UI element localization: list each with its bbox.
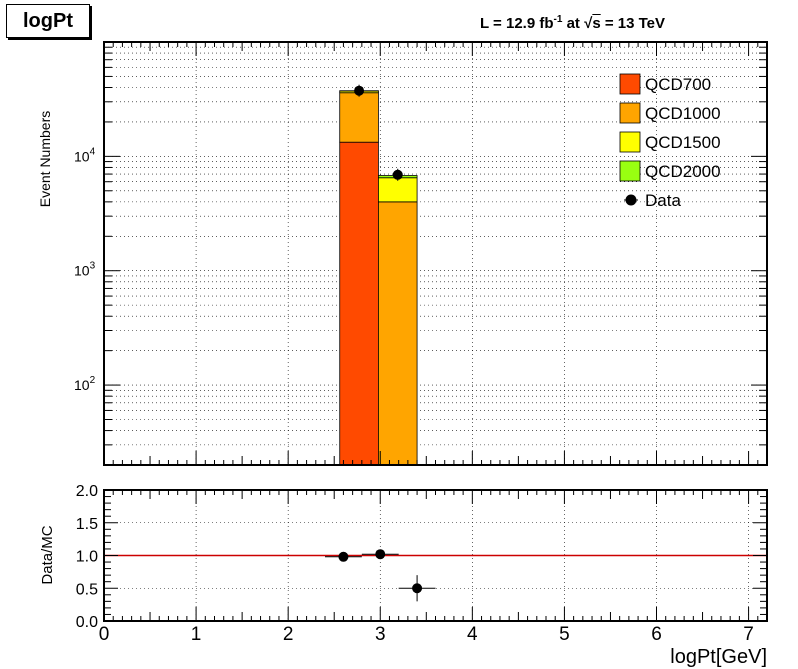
energy-label: = 13 TeV (600, 15, 666, 32)
legend-data-marker (625, 194, 637, 206)
lumi-exponent: -1 (553, 14, 563, 25)
main-y-tick-label: 103 (74, 261, 96, 279)
lumi-prefix: L = 12.9 fb (480, 15, 554, 32)
ratio-x-tick-label: 0 (99, 624, 110, 645)
legend-swatch-qcd2000 (619, 160, 641, 182)
legend-swatch-qcd700 (619, 73, 641, 95)
lumi-mid: at (562, 15, 585, 32)
ratio-x-tick-label: 1 (191, 624, 202, 645)
x-axis-label: logPt[GeV] (670, 646, 767, 668)
histogram-title: logPt (6, 4, 90, 38)
ratio-x-tick-label: 5 (559, 624, 570, 645)
ratio-y-tick-label: 0.5 (76, 581, 98, 598)
luminosity-label: L = 12.9 fb-1 at √s = 13 TeV (480, 14, 665, 32)
main-y-tick-label: 104 (74, 146, 96, 164)
main-y-tick-label: 102 (74, 375, 96, 393)
data-point (392, 169, 403, 180)
legend-label-qcd1000: QCD1000 (645, 104, 721, 123)
sqrt-s: s (592, 15, 601, 32)
ratio-y-tick-label: 1.5 (76, 516, 98, 533)
legend-label-qcd700: QCD700 (645, 75, 711, 94)
legend-label-qcd1500: QCD1500 (645, 133, 721, 152)
legend-swatch-qcd1500 (619, 131, 641, 153)
stack-bar-qcd700-bin1 (339, 141, 379, 466)
stack-bar-qcd1500-bin2 (378, 177, 418, 203)
main-y-axis-label: Event Numbers (37, 111, 53, 207)
ratio-x-tick-label: 2 (283, 624, 294, 645)
ratio-point (338, 551, 349, 562)
ratio-point (412, 583, 423, 594)
ratio-x-tick-label: 7 (743, 624, 754, 645)
legend-swatch-qcd1000 (619, 102, 641, 124)
stack-bar-qcd1000-bin2 (378, 201, 418, 466)
ratio-point (375, 549, 386, 560)
ratio-x-tick-label: 6 (651, 624, 662, 645)
legend-label-data: Data (645, 191, 681, 210)
ratio-y-axis-label: Data/MC (39, 525, 56, 584)
stack-bar-qcd1000-bin1 (339, 92, 379, 143)
ratio-x-tick-label: 4 (467, 624, 478, 645)
data-point (354, 85, 365, 96)
sqrt-symbol: √ (584, 15, 593, 32)
ratio-y-tick-label: 0.0 (76, 614, 98, 631)
ratio-y-tick-label: 1.0 (76, 549, 98, 566)
ratio-x-tick-label: 3 (375, 624, 386, 645)
ratio-y-tick-label: 2.0 (76, 483, 98, 500)
legend-label-qcd2000: QCD2000 (645, 162, 721, 181)
histogram-title-text: logPt (23, 9, 73, 32)
